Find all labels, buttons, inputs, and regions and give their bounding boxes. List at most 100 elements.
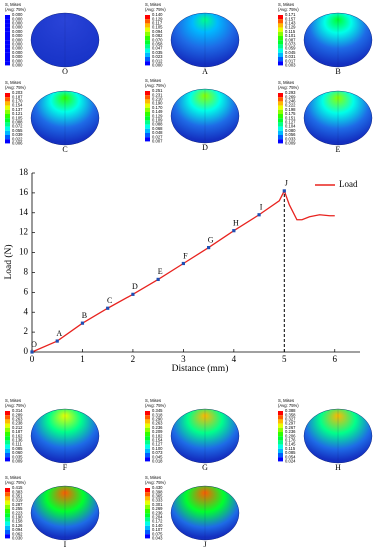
panel-label: D — [202, 143, 208, 152]
legend-value: 0.190 — [152, 101, 163, 106]
legend-swatch — [278, 432, 283, 437]
legend-value: 0.170 — [152, 105, 163, 110]
legend-value: 0.109 — [152, 118, 163, 123]
y-tick-label: 10 — [19, 247, 29, 257]
point — [181, 261, 185, 266]
point — [55, 339, 59, 343]
legend-value: 0.055 — [12, 128, 23, 133]
legend-swatch — [145, 99, 150, 104]
legend-value: 0.000 — [12, 58, 23, 63]
legend-value: 0.210 — [152, 97, 163, 102]
legend-swatch — [5, 513, 10, 518]
legend-subtitle: (Avg: 75%) — [5, 85, 26, 90]
legend-value: 0.088 — [12, 120, 23, 125]
legend-swatch — [5, 36, 10, 41]
point — [257, 213, 261, 217]
panel-label: E — [336, 145, 341, 154]
legend-value: 0.054 — [285, 454, 296, 459]
legend-value: 0.187 — [12, 94, 23, 99]
legend-value: 0.022 — [12, 136, 23, 141]
panel-label: O — [62, 67, 68, 76]
legend-title: S, Mises — [5, 80, 21, 85]
legend-swatch — [278, 135, 283, 140]
legend-value: 0.269 — [285, 94, 296, 99]
y-tick-label: 14 — [19, 207, 29, 217]
legend-swatch — [5, 432, 10, 437]
point — [156, 277, 160, 282]
point — [80, 321, 85, 325]
legend-swatch — [278, 27, 283, 32]
legend-value: 0.204 — [152, 515, 163, 520]
legend-swatch — [5, 97, 10, 102]
legend-swatch — [278, 114, 283, 119]
legend-swatch — [145, 509, 150, 514]
point — [106, 306, 110, 310]
legend-subtitle: (Avg: 75%) — [145, 480, 166, 485]
y-tick-label: 18 — [19, 167, 29, 177]
legend-swatch — [145, 120, 150, 125]
legend-swatch — [145, 436, 150, 441]
legend-value: 0.129 — [152, 113, 163, 118]
legend-value: 0.236 — [152, 510, 163, 515]
legend-value: 0.187 — [12, 429, 23, 434]
legend-value: 0.162 — [12, 433, 23, 438]
legend-value: 0.047 — [152, 46, 163, 51]
legend-value: 0.318 — [152, 412, 163, 417]
legend-value: 0.104 — [285, 124, 296, 129]
legend-swatch — [278, 57, 283, 62]
legend-swatch — [5, 457, 10, 462]
legend-swatch — [5, 440, 10, 445]
legend-value: 0.127 — [285, 120, 296, 125]
legend-swatch — [278, 444, 283, 449]
point-label: H — [233, 219, 239, 228]
legend-swatch — [5, 500, 10, 505]
y-tick-label: 8 — [24, 267, 29, 277]
legend-swatch — [145, 427, 150, 432]
legend-swatch — [145, 128, 150, 133]
legend-value: 0.043 — [152, 536, 163, 541]
legend-title: S, Mises — [278, 398, 294, 403]
legend-value: 0.255 — [12, 506, 23, 511]
x-tick-label: 6 — [333, 354, 338, 364]
x-tick-label: 1 — [80, 354, 85, 364]
legend-swatch — [5, 31, 10, 36]
legend-swatch — [5, 139, 10, 144]
legend-value: 0.190 — [12, 515, 23, 520]
legend-swatch — [278, 23, 283, 28]
legend-swatch — [5, 411, 10, 416]
point-label: J — [285, 179, 288, 188]
legend-value: 0.035 — [12, 454, 23, 459]
legend-value: 0.126 — [12, 523, 23, 528]
legend-swatch — [145, 525, 150, 530]
point-label: E — [158, 267, 163, 276]
legend-swatch — [5, 109, 10, 114]
legend-value: 0.129 — [285, 25, 296, 30]
legend-swatch — [278, 36, 283, 41]
legend-swatch — [145, 91, 150, 96]
legend-swatch — [5, 496, 10, 501]
legend-swatch — [278, 130, 283, 135]
legend-title: S, Mises — [145, 2, 161, 7]
legend-value: 0.172 — [152, 519, 163, 524]
legend-value: 0.149 — [152, 109, 163, 114]
y-tick-label: 4 — [24, 306, 29, 316]
legend-value: 0.107 — [152, 527, 163, 532]
legend-value: 0.327 — [285, 417, 296, 422]
legend-swatch — [145, 40, 150, 45]
legend-swatch — [145, 112, 150, 117]
legend-value: 0.024 — [285, 459, 296, 464]
legend-value: 0.060 — [12, 450, 23, 455]
legend-swatch — [5, 419, 10, 424]
point — [282, 189, 286, 193]
legend-value: 0.206 — [285, 433, 296, 438]
legend-value: 0.154 — [152, 438, 163, 443]
legend-swatch — [145, 492, 150, 497]
legend-value: 0.121 — [12, 111, 23, 116]
legend-value: 0.000 — [12, 12, 23, 17]
legend-swatch — [145, 116, 150, 121]
panel-label: B — [335, 67, 340, 76]
legend-swatch — [145, 440, 150, 445]
legend-value: 0.115 — [285, 29, 296, 34]
legend-swatch — [5, 534, 10, 539]
legend-swatch — [145, 423, 150, 428]
